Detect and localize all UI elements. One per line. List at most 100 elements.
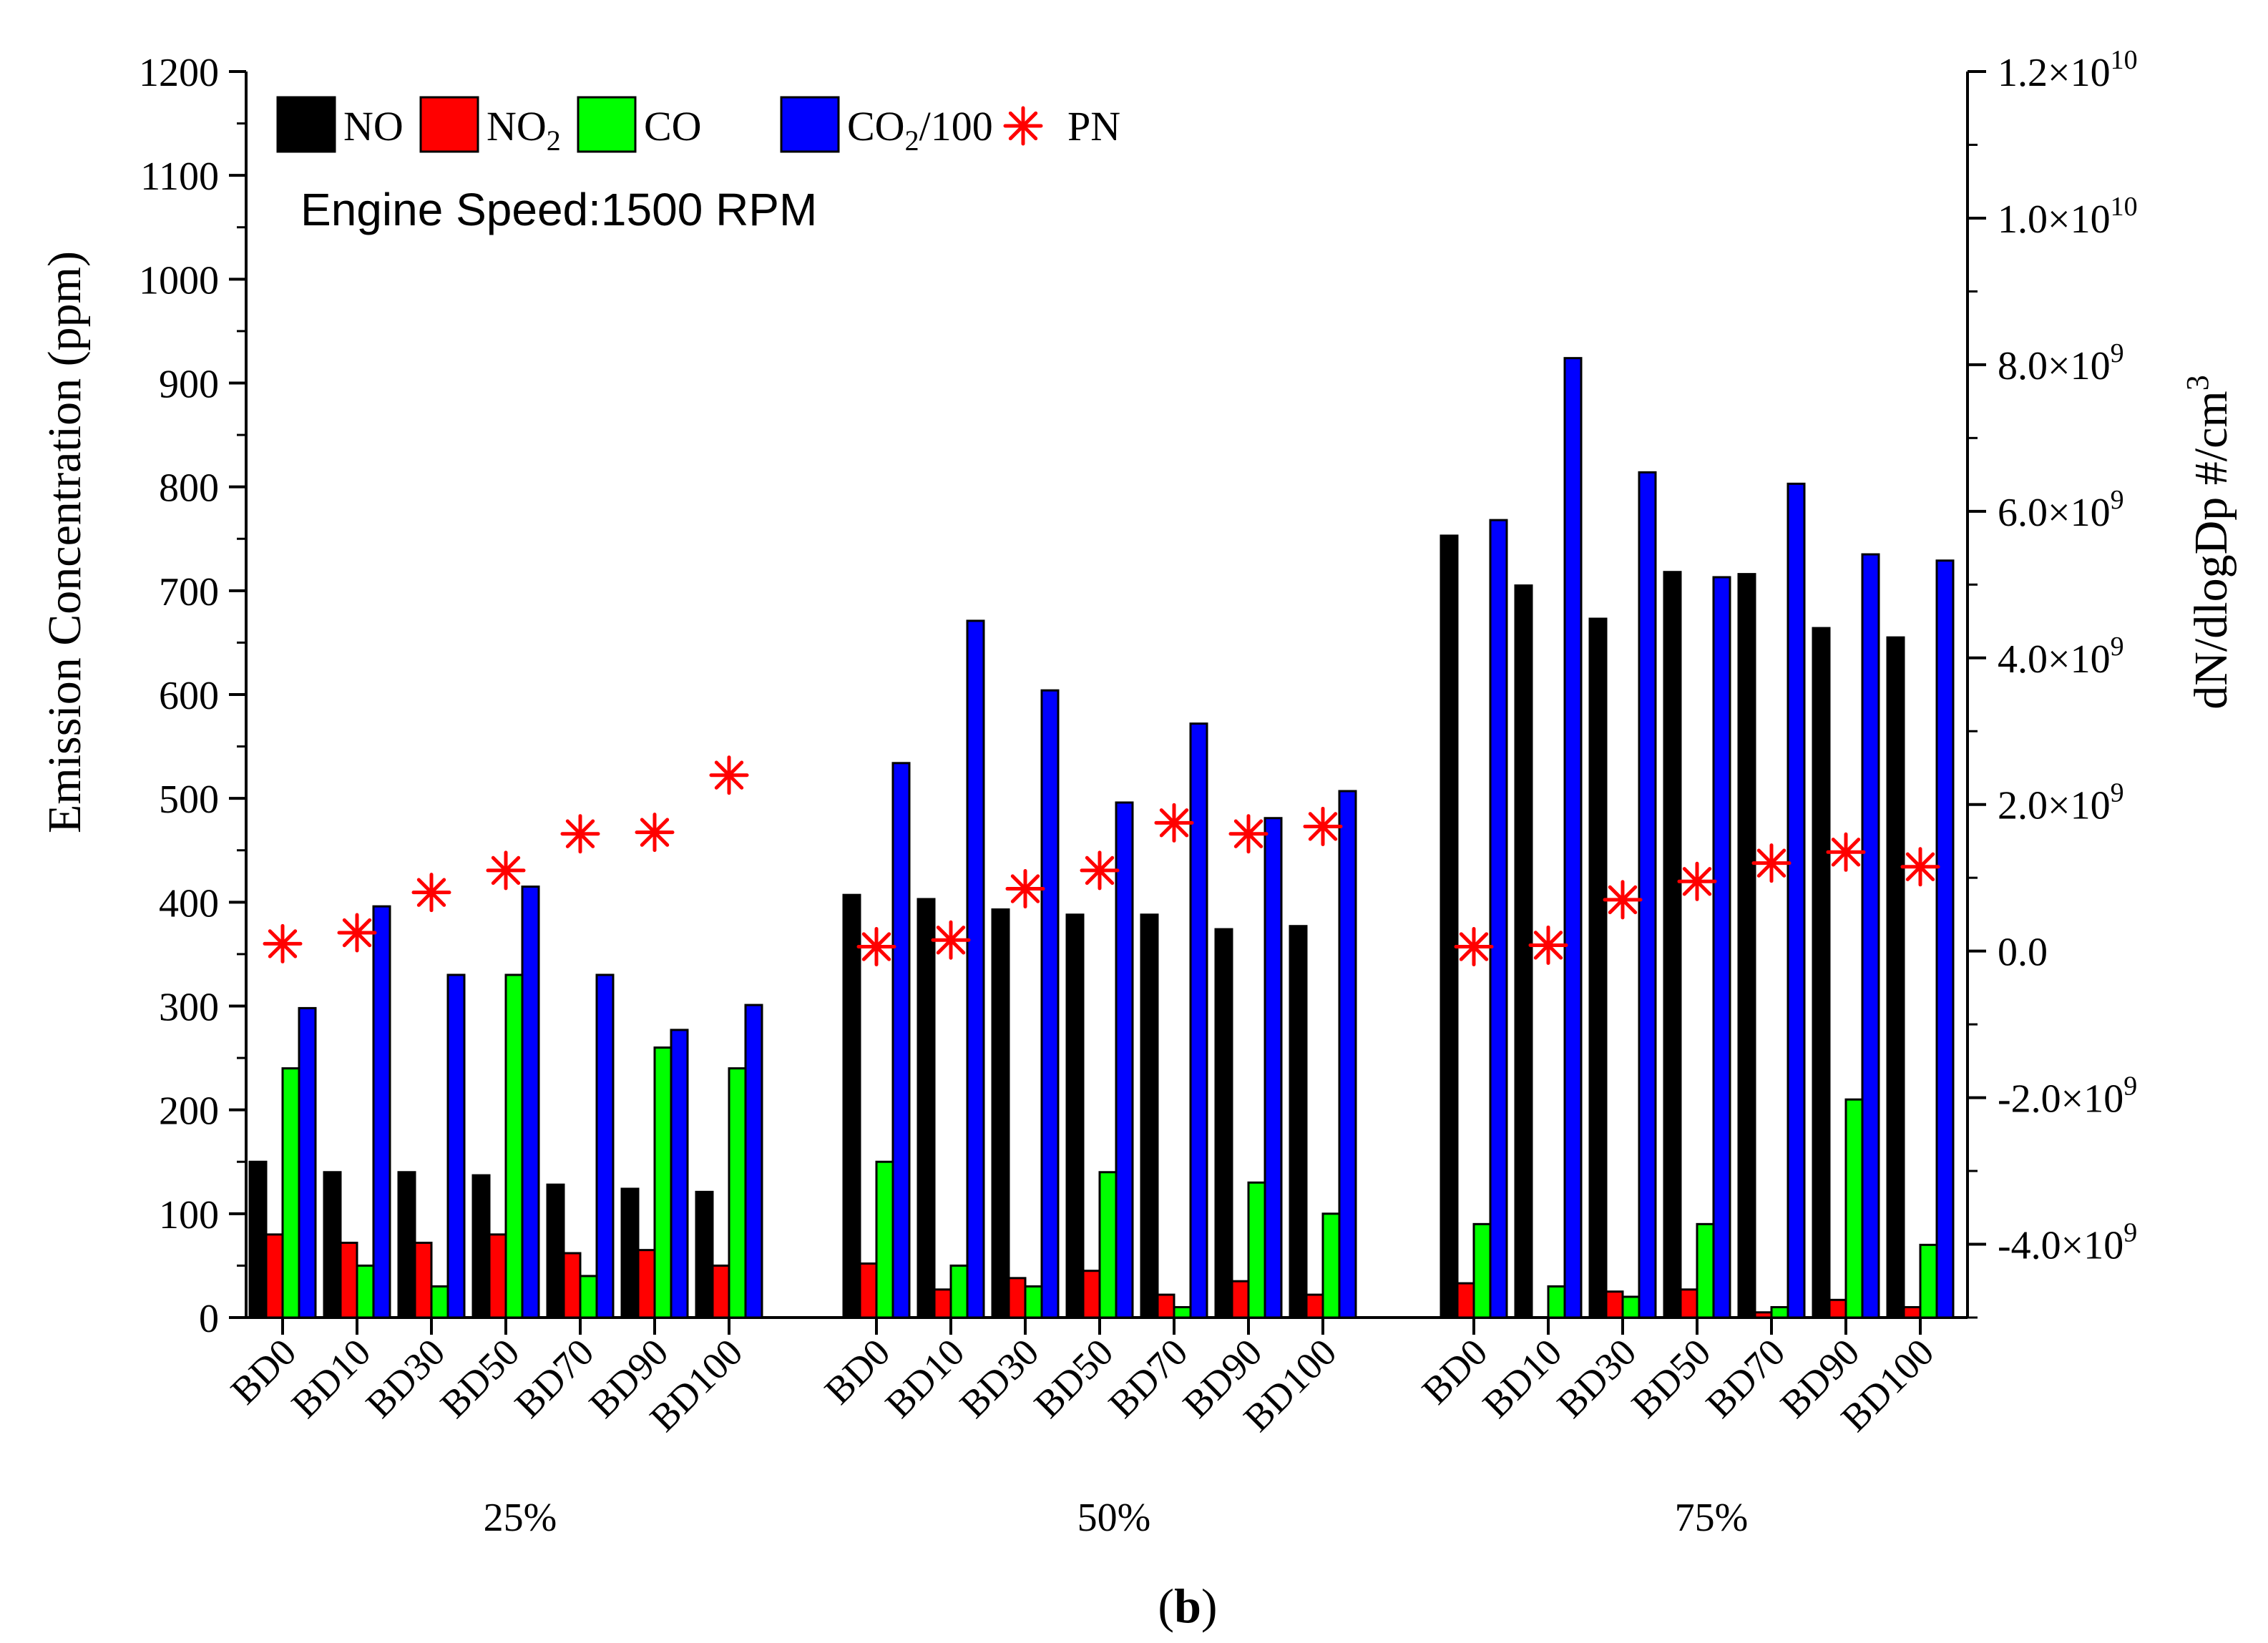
y2-tick-label: 8.0×109 <box>1998 338 2124 388</box>
bar-no2 <box>1754 1311 1773 1319</box>
bar-co2-100 <box>1189 722 1208 1319</box>
bar-no <box>1289 925 1308 1319</box>
legend-label: CO2/100 <box>847 103 993 157</box>
bar-no2 <box>859 1262 878 1319</box>
bar-no2 <box>1456 1282 1475 1319</box>
bar-co <box>430 1285 449 1319</box>
bar-no <box>917 898 936 1319</box>
x-tick-label: BD30 <box>358 1330 454 1426</box>
load-group-label-low: 25% <box>484 1496 557 1540</box>
y-tick-label: 700 <box>159 570 219 614</box>
bar-no <box>1214 928 1233 1319</box>
legend-pn-marker <box>1003 106 1043 146</box>
bar-no2 <box>1902 1305 1922 1319</box>
bar-no <box>1440 534 1459 1319</box>
bar-no <box>323 1171 342 1319</box>
bar-no <box>1514 584 1533 1319</box>
bar-no2 <box>339 1241 358 1319</box>
bar-no <box>1140 913 1159 1319</box>
bar-co <box>1472 1222 1492 1319</box>
y-tick-label: 500 <box>159 778 219 822</box>
legend-swatch <box>577 96 637 153</box>
pn-marker <box>263 923 303 963</box>
legend-label: CO <box>644 103 702 149</box>
pn-marker <box>1603 880 1643 920</box>
bar-no <box>991 908 1010 1319</box>
bar-co <box>1098 1171 1118 1319</box>
bar-no <box>397 1171 416 1319</box>
bar-co <box>949 1264 969 1319</box>
y-tick-label: 100 <box>159 1193 219 1237</box>
bar-no2 <box>933 1288 952 1319</box>
bar-co <box>653 1046 673 1319</box>
x-tick-label: BD70 <box>507 1330 602 1426</box>
bar-co2-100 <box>298 1006 317 1319</box>
bar-no2 <box>1082 1270 1101 1319</box>
x-tick-label: BD50 <box>1026 1330 1122 1426</box>
bar-no2 <box>637 1249 656 1319</box>
bar-co2-100 <box>372 905 391 1319</box>
legend-label: NO2 <box>487 103 561 157</box>
x-tick-label: BD50 <box>1623 1330 1719 1426</box>
y-tick-label: 600 <box>159 674 219 718</box>
chart-title: Engine Speed:1500 RPM <box>300 184 817 235</box>
bar-co <box>1024 1285 1043 1319</box>
bar-co <box>579 1275 598 1319</box>
x-tick-label: BD70 <box>1698 1330 1794 1426</box>
pn-marker <box>337 913 377 953</box>
y2-tick-label: 2.0×109 <box>1998 778 2124 828</box>
pn-marker <box>486 850 526 891</box>
legend: NO NO2 CO CO2/100 PN <box>276 96 1120 157</box>
bar-no <box>1588 617 1608 1319</box>
bar-co <box>1247 1181 1266 1319</box>
y-tick-label: 800 <box>159 466 219 511</box>
x-tick-label: BD10 <box>283 1330 379 1426</box>
bar-co2-100 <box>1712 576 1731 1319</box>
bar-co2-100 <box>1786 482 1806 1319</box>
bar-co2-100 <box>595 973 615 1319</box>
bar-co <box>1844 1098 1864 1319</box>
pn-marker <box>635 813 675 853</box>
bar-co2-100 <box>1489 519 1508 1319</box>
bar-no <box>842 893 861 1319</box>
load-group-label-high: 75% <box>1675 1496 1749 1540</box>
bar-no <box>248 1160 268 1319</box>
bar-co <box>728 1067 747 1319</box>
y-tick-label: 1200 <box>139 51 219 95</box>
bar-co2-100 <box>521 886 540 1319</box>
pn-marker <box>856 926 896 966</box>
y-tick-label: 0 <box>199 1297 219 1341</box>
bar-co <box>875 1160 894 1319</box>
figure-caption: (b) <box>1158 1579 1217 1633</box>
bar-co <box>1919 1243 1938 1319</box>
bar-no <box>1065 913 1085 1319</box>
y-tick-label: 1100 <box>140 155 219 199</box>
y-tick-label: 300 <box>159 986 219 1030</box>
bar-co <box>1621 1295 1641 1319</box>
bar-no <box>620 1187 640 1319</box>
bar-co2-100 <box>1263 817 1283 1319</box>
y2-tick-label: 0.0 <box>1998 931 2048 975</box>
pn-marker <box>411 873 451 913</box>
bar-co <box>1173 1305 1192 1319</box>
pn-marker <box>1454 926 1494 966</box>
pn-marker <box>1900 847 1940 887</box>
pn-marker <box>709 755 749 795</box>
bar-co <box>281 1067 300 1319</box>
bar-no2 <box>488 1233 507 1319</box>
pn-marker <box>1528 925 1568 965</box>
bar-co <box>1770 1305 1789 1319</box>
legend-swatch <box>419 96 479 153</box>
bar-co2-100 <box>891 762 911 1319</box>
pn-marker <box>1080 850 1120 891</box>
load-group-label-mid: 50% <box>1077 1496 1151 1540</box>
bar-no2 <box>265 1233 284 1319</box>
bar-co2-100 <box>1338 790 1357 1319</box>
y2-tick-label: 1.2×1010 <box>1998 45 2138 95</box>
y2-tick-label: -4.0×109 <box>1998 1218 2137 1268</box>
bar-co2-100 <box>1861 553 1880 1319</box>
bar-no2 <box>562 1252 582 1319</box>
bar-no <box>1737 573 1756 1319</box>
bar-co <box>504 973 524 1319</box>
x-tick-label: BD70 <box>1100 1330 1196 1426</box>
